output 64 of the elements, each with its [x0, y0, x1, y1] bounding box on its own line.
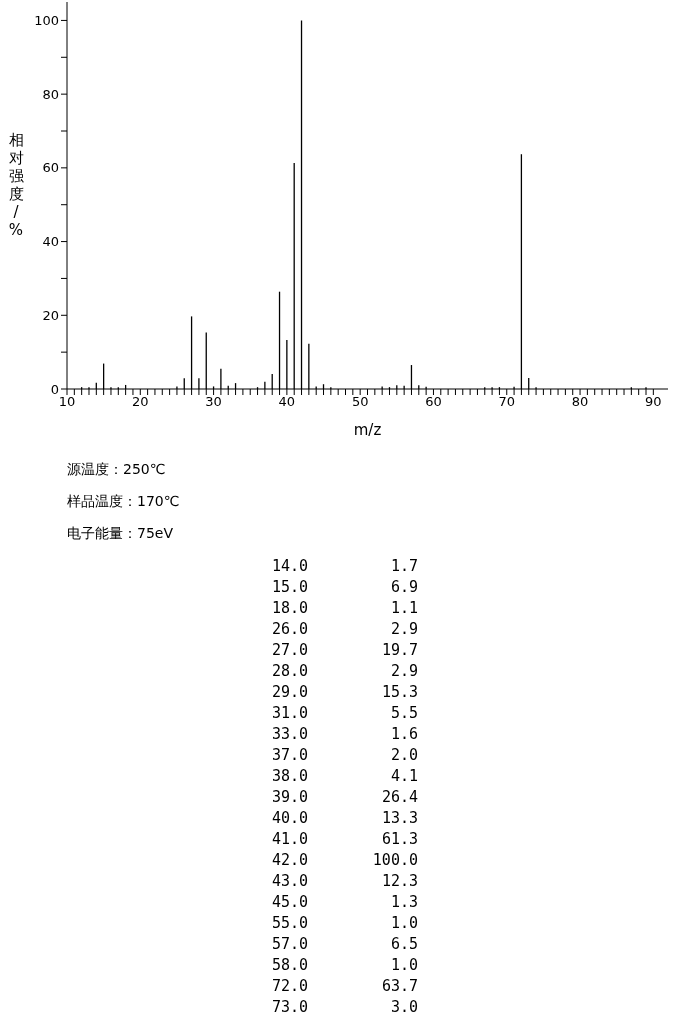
x-axis-title: m/z: [353, 421, 382, 439]
text: 15.0: [270, 578, 308, 598]
text: 38.0: [270, 767, 308, 787]
x-tick-label: 80: [571, 394, 589, 410]
text: 45.0: [270, 893, 308, 913]
y-tick-label: 0: [50, 381, 59, 397]
text: 55.0: [270, 914, 308, 934]
text: 63.7: [380, 977, 418, 997]
text: 1.6: [389, 725, 418, 745]
y-tick-label: 100: [34, 13, 59, 29]
text: 1.1: [389, 599, 418, 619]
x-tick-label: 60: [425, 394, 442, 410]
x-tick-label: 50: [351, 394, 369, 410]
x-tick-label: 30: [205, 394, 222, 410]
text: 源温度：250℃: [67, 461, 167, 479]
x-tick-label: 40: [278, 394, 296, 410]
text: 15.3: [380, 683, 418, 703]
text: 33.0: [270, 725, 308, 745]
text: 42.0: [270, 851, 308, 871]
text: 43.0: [270, 872, 308, 892]
text: 39.0: [270, 788, 308, 808]
text: 100.0: [371, 851, 418, 871]
text: 29.0: [270, 683, 308, 703]
text: 5.5: [389, 704, 418, 724]
text: 2.9: [389, 662, 418, 682]
text: 73.0: [270, 998, 308, 1018]
y-axis-title: 相对强度/%: [8, 130, 24, 239]
text: 13.3: [380, 809, 418, 829]
text: 57.0: [270, 935, 308, 955]
y-tick-label: 40: [42, 234, 59, 250]
text: 31.0: [270, 704, 308, 724]
text: 1.0: [389, 956, 418, 976]
text: 27.0: [270, 641, 308, 661]
text: 2.9: [389, 620, 418, 640]
text: 14.0: [270, 557, 308, 577]
text: 41.0: [270, 830, 308, 850]
text: 2.0: [389, 746, 418, 766]
text: 12.3: [380, 872, 418, 892]
text: 1.7: [389, 557, 418, 577]
x-tick-label: 10: [58, 394, 76, 410]
text: 26.4: [380, 788, 418, 808]
text: 样品温度：170℃: [67, 493, 181, 511]
text: 58.0: [270, 956, 308, 976]
y-tick-label: 60: [42, 160, 59, 176]
y-tick-label: 80: [42, 86, 59, 102]
text: 1.3: [389, 893, 418, 913]
text: 电子能量：75eV: [67, 525, 174, 543]
x-tick-label: 20: [132, 394, 149, 410]
text: 1.0: [389, 914, 418, 934]
text: 19.7: [380, 641, 418, 661]
text: 72.0: [270, 977, 308, 997]
text: 6.9: [389, 578, 418, 598]
text: 4.1: [389, 767, 418, 787]
text: 61.3: [380, 830, 418, 850]
text: 18.0: [270, 599, 308, 619]
text: 40.0: [270, 809, 308, 829]
x-tick-label: 70: [498, 394, 516, 410]
x-tick-label: 90: [645, 394, 662, 410]
text: 28.0: [270, 662, 308, 682]
text: 26.0: [270, 620, 308, 640]
y-tick-label: 20: [42, 307, 59, 323]
text: 6.5: [389, 935, 418, 955]
text: 3.0: [389, 998, 418, 1018]
text: 37.0: [270, 746, 308, 766]
